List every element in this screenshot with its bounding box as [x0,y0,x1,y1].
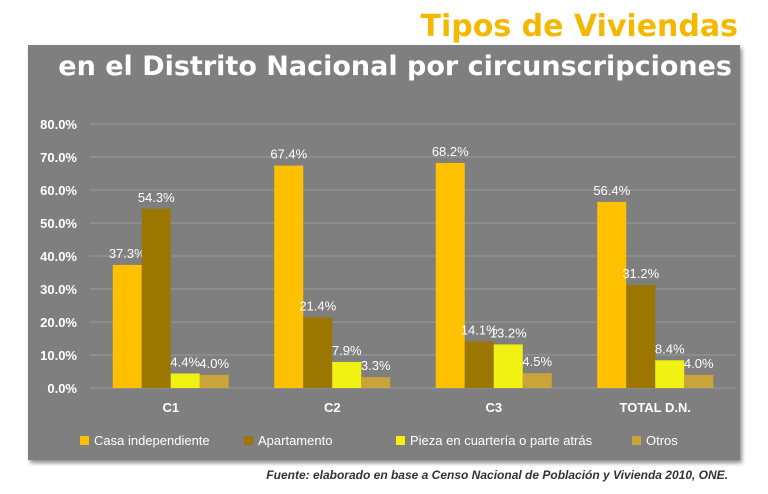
bar [597,201,627,388]
y-tick-label: 0.0% [47,381,77,396]
data-label: 14.1% [461,322,498,337]
y-tick-label: 60.0% [40,183,77,198]
data-label: 7.9% [332,343,362,358]
bar [684,374,714,388]
bar [112,264,142,388]
bar [464,341,494,388]
bar [655,360,685,388]
chart-title: Tipos de Viviendas [420,9,739,44]
chart-subtitle: en el Distrito Nacional por circunscripc… [58,51,732,82]
y-tick-label: 20.0% [40,315,77,330]
bar [626,285,656,388]
x-tick-label: C3 [485,400,502,415]
legend-label: Pieza en cuartería o parte atrás [410,433,593,448]
y-tick-label: 10.0% [40,348,77,363]
bar [493,344,523,388]
data-label: 56.4% [593,183,630,198]
data-label: 4.5% [522,354,552,369]
bar [303,317,333,388]
data-label: 68.2% [432,144,469,159]
bar-chart: 0.0% 10.0% 20.0% 30.0% 40.0% 50.0% 60.0% 70.0% 8… [40,117,736,448]
data-label: 21.4% [299,298,336,313]
data-label: 67.4% [270,147,307,162]
x-tick-label: C1 [162,400,179,415]
bar [170,373,200,388]
source-note: Fuente: elaborado en base a Censo Nacion… [266,468,728,482]
data-label: 31.2% [622,266,659,281]
data-label: 4.0% [199,356,229,371]
chart-panel: en el Distrito Nacional por circunscripc… [28,45,740,460]
bar [332,361,362,388]
data-label: 13.2% [490,325,527,340]
legend-swatch [396,436,405,445]
data-label: 4.0% [684,356,714,371]
y-tick-label: 40.0% [40,249,77,264]
data-label: 37.3% [109,246,146,261]
bar [435,162,465,388]
data-label: 4.4% [170,354,200,369]
x-tick-label: TOTAL D.N. [620,400,692,415]
y-tick-label: 70.0% [40,150,77,165]
y-tick-label: 80.0% [40,117,77,132]
y-tick-label: 50.0% [40,216,77,231]
bar [141,208,171,388]
legend-swatch [244,436,253,445]
legend-label: Casa independiente [94,433,210,448]
bar [199,374,229,388]
legend-label: Otros [646,433,678,448]
x-tick-label: C2 [324,400,341,415]
bar [522,373,552,388]
legend-swatch [632,436,641,445]
legend-label: Apartamento [258,433,332,448]
data-label: 3.3% [361,358,391,373]
data-label: 54.3% [138,190,175,205]
legend-swatch [80,436,89,445]
data-label: 8.4% [655,341,685,356]
bar [274,165,304,388]
bar [361,377,391,388]
y-tick-label: 30.0% [40,282,77,297]
